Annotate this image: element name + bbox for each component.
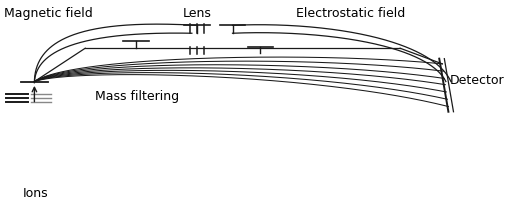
Text: Lens: Lens <box>182 7 211 20</box>
Text: Magnetic field: Magnetic field <box>4 7 93 20</box>
Text: Mass filtering: Mass filtering <box>95 90 180 103</box>
Text: Detector: Detector <box>450 74 504 87</box>
Text: Electrostatic field: Electrostatic field <box>296 7 405 20</box>
Text: Ions: Ions <box>23 187 49 200</box>
